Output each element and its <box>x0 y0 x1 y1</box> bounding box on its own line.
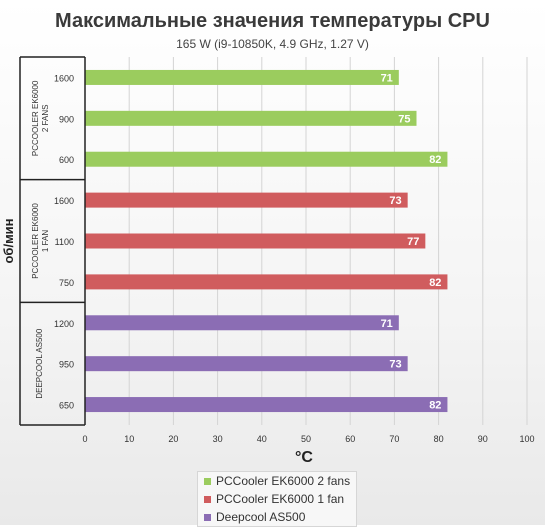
group-label-line: PCCOOLER EK6000 <box>31 203 40 279</box>
bar <box>85 110 417 126</box>
y-tick-label: 1600 <box>54 73 74 83</box>
data-label: 75 <box>398 113 410 125</box>
chart-title: Максимальные значения температуры CPU <box>55 10 490 32</box>
data-label: 71 <box>381 318 393 330</box>
x-tick-label: 90 <box>478 434 488 444</box>
y-tick-label: 1100 <box>55 237 74 247</box>
y-tick-label: 1600 <box>54 196 74 206</box>
bar <box>85 315 399 331</box>
x-tick-label: 40 <box>257 434 267 444</box>
x-tick-label: 30 <box>213 434 223 444</box>
legend-swatch <box>204 513 211 521</box>
legend-item: Deepcool AS500 <box>198 508 356 526</box>
group-label: DEEPCOOL AS500 <box>35 328 44 399</box>
x-tick-label: 100 <box>519 434 534 444</box>
data-label: 73 <box>389 359 401 371</box>
group-label: PCCOOLER EK60002 FANS <box>31 80 50 156</box>
y-tick-label: 650 <box>59 401 74 411</box>
x-tick-label: 80 <box>434 434 444 444</box>
bar <box>85 69 399 85</box>
x-tick-label: 50 <box>301 434 311 444</box>
chart-subtitle: 165 W (i9-10850K, 4.9 GHz, 1.27 V) <box>176 37 369 51</box>
data-label: 71 <box>381 72 393 84</box>
y-tick-label: 600 <box>59 155 74 165</box>
bar <box>85 274 448 290</box>
bar <box>85 233 426 249</box>
data-label: 77 <box>407 236 419 248</box>
legend-swatch <box>204 477 211 485</box>
legend-label: Deepcool AS500 <box>216 510 306 524</box>
y-tick-label: 950 <box>59 360 74 370</box>
group-label-line: DEEPCOOL AS500 <box>35 328 44 399</box>
legend-item: PCCooler EK6000 1 fan <box>198 490 356 508</box>
x-axis-title: °C <box>295 449 313 466</box>
x-tick-label: 10 <box>124 434 134 444</box>
group-label-line: 1 FAN <box>41 230 50 252</box>
x-tick-label: 60 <box>345 434 355 444</box>
bar <box>85 151 448 167</box>
bar <box>85 397 448 413</box>
y-tick-label: 1200 <box>54 319 74 329</box>
y-axis-title: об/мин <box>1 218 16 263</box>
data-label: 82 <box>429 277 441 289</box>
chart-legend: PCCooler EK6000 2 fans PCCooler EK6000 1… <box>197 471 357 527</box>
legend-swatch <box>204 495 211 503</box>
group-label-line: 2 FANS <box>41 105 50 133</box>
x-tick-label: 70 <box>389 434 399 444</box>
x-tick-label: 0 <box>82 434 87 444</box>
data-label: 82 <box>429 400 441 412</box>
data-label: 82 <box>429 154 441 166</box>
group-label-line: PCCOOLER EK6000 <box>31 80 40 156</box>
legend-item: PCCooler EK6000 2 fans <box>198 472 356 490</box>
bar <box>85 356 408 372</box>
bar <box>85 192 408 208</box>
group-label: PCCOOLER EK60001 FAN <box>31 203 50 279</box>
x-tick-label: 20 <box>168 434 178 444</box>
y-tick-label: 750 <box>59 278 74 288</box>
legend-label: PCCooler EK6000 2 fans <box>216 474 351 488</box>
legend-label: PCCooler EK6000 1 fan <box>216 492 345 506</box>
y-tick-label: 900 <box>59 114 74 124</box>
data-label: 73 <box>389 195 401 207</box>
